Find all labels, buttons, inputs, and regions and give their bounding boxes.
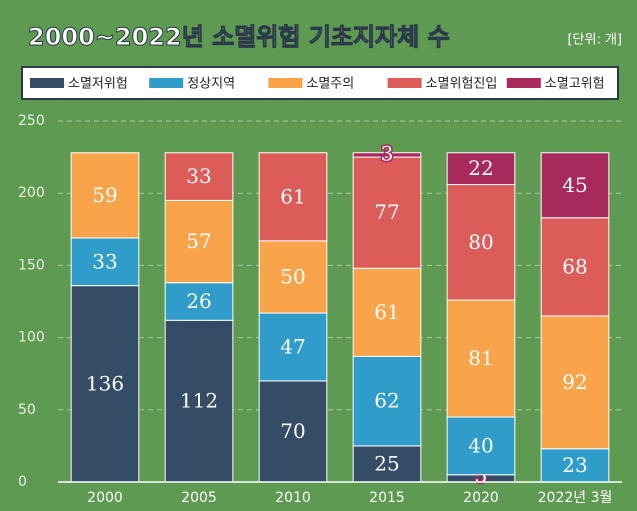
value-label: 45: [562, 173, 587, 197]
bar-segment: [540, 315, 610, 450]
bar-segment: [258, 312, 328, 382]
value-label: 59: [92, 183, 117, 207]
x-tick-label: 2000: [87, 490, 123, 506]
value-label: 112: [180, 389, 218, 413]
value-label: 81: [468, 346, 493, 370]
x-tick-label: 2005: [181, 490, 217, 506]
bar-segment: [446, 184, 516, 301]
legend-swatch: [387, 78, 422, 88]
value-label: 40: [468, 433, 493, 457]
bar-segment: [352, 355, 422, 447]
unit-label: [단위: 개]: [567, 33, 622, 48]
value-label: 23: [562, 453, 587, 477]
bar-segment: [258, 152, 328, 242]
value-label: 33: [92, 249, 117, 273]
bar-segment: [164, 152, 234, 201]
legend-swatch: [268, 78, 303, 88]
value-label: 47: [280, 334, 305, 358]
value-label: 61: [374, 300, 399, 324]
value-label: 92: [562, 370, 587, 394]
y-tick-label: 150: [18, 257, 45, 273]
bar-segment: [352, 156, 422, 269]
bar-segment: [446, 299, 516, 418]
legend-label: 소멸고위험: [545, 77, 605, 92]
bar-segment: [164, 199, 234, 284]
y-tick-label: 250: [18, 113, 45, 129]
value-label: 57: [186, 229, 211, 253]
value-label: 26: [186, 289, 211, 313]
bar-segment: [164, 282, 234, 321]
value-label: 136: [86, 371, 124, 395]
y-tick-label: 100: [18, 330, 45, 346]
bar-segment: [540, 217, 610, 317]
chart-title: 2000~2022년 소멸위험 기초지자체 수: [28, 23, 450, 51]
value-label: 62: [374, 389, 399, 413]
bar-segment: [446, 416, 516, 476]
legend-swatch: [30, 78, 64, 88]
x-tick-label: 2022년 3월: [538, 490, 613, 506]
x-tick-label: 2010: [275, 490, 311, 506]
bar-segment: [352, 152, 422, 158]
value-label: 3: [381, 141, 394, 165]
bar-segment: [352, 445, 422, 483]
y-tick-label: 0: [18, 474, 27, 490]
bar-segment: [70, 237, 140, 287]
value-label: 61: [280, 184, 305, 208]
x-tick-label: 2015: [369, 490, 405, 506]
bar-segment: [352, 267, 422, 357]
legend-label: 소멸위험진입: [426, 77, 498, 92]
y-tick-label: 50: [18, 402, 36, 418]
value-label: 22: [468, 156, 493, 180]
bar-segment: [70, 285, 140, 483]
bar-segment: [70, 152, 140, 239]
bar-segment: [164, 319, 234, 483]
y-tick-label: 200: [18, 185, 45, 201]
x-tick-label: 2020: [463, 490, 499, 506]
bar-segment: [258, 240, 328, 314]
legend-swatch: [506, 78, 541, 88]
value-label: 68: [562, 254, 587, 278]
legend-label: 소멸저위험: [68, 77, 128, 92]
value-label: 25: [374, 451, 399, 475]
legend-swatch: [149, 78, 184, 88]
value-label: 70: [280, 419, 305, 443]
legend-label: 정상지역: [187, 77, 235, 92]
legend-label: 소멸주의: [306, 77, 354, 92]
value-label: 77: [374, 200, 399, 224]
value-label: 50: [280, 264, 305, 288]
value-label: 80: [468, 230, 493, 254]
bar-segment: [540, 152, 610, 219]
bar-segment: [446, 152, 516, 186]
value-label: 33: [186, 164, 211, 188]
